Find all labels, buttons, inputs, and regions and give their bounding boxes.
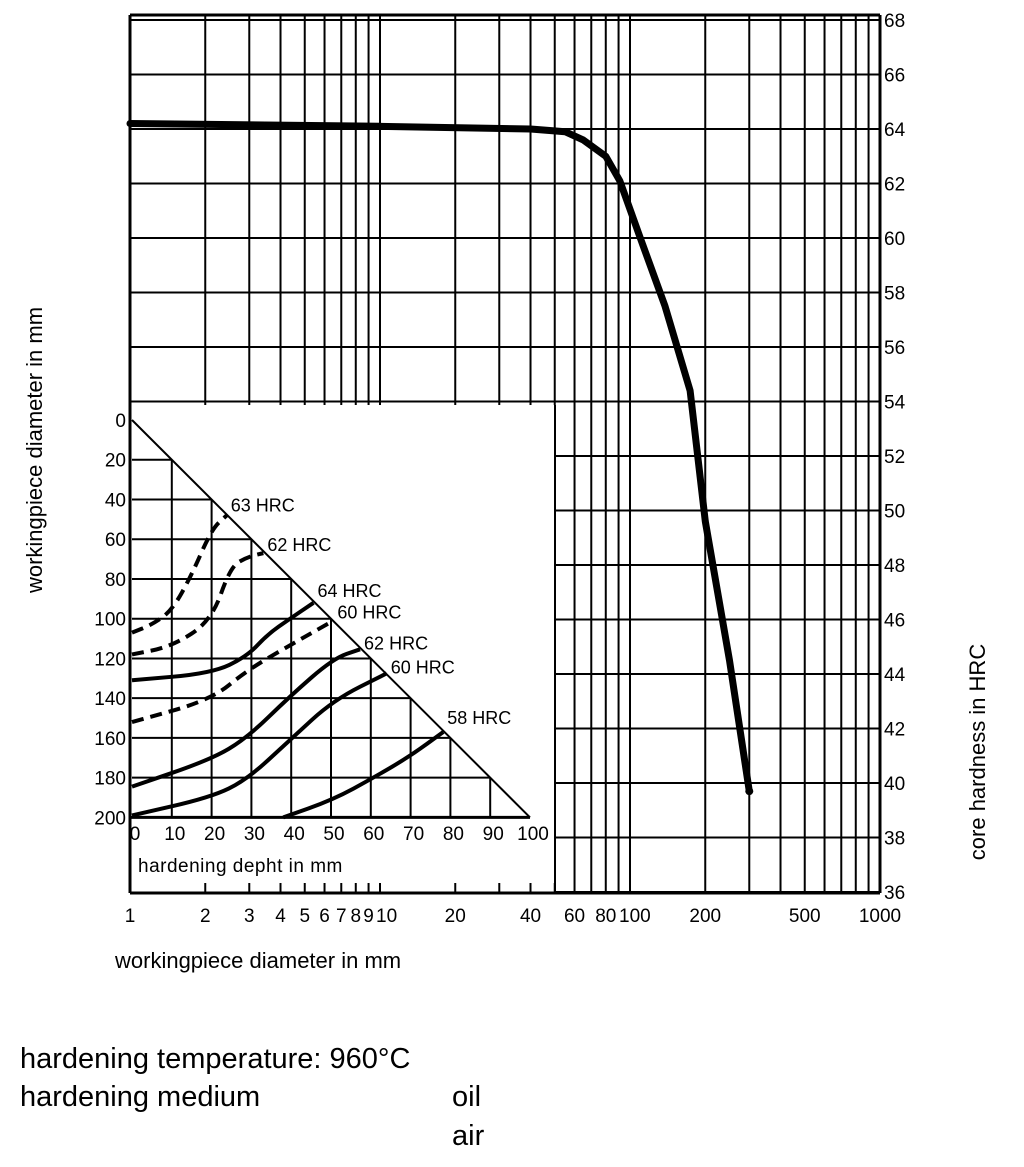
inset-y-tick-label: 0 — [115, 411, 126, 432]
inset-diagonal — [131, 419, 531, 819]
y-tick-label: 68 — [884, 11, 905, 32]
curve-label: 63 HRC — [231, 495, 295, 515]
x-tick-label: 60 — [564, 906, 585, 927]
y-tick-label: 52 — [884, 447, 905, 468]
y-tick-label: 66 — [884, 66, 905, 87]
main-x-axis-label: workingpiece diameter in mm — [115, 948, 402, 973]
inset-x-tick-label: 90 — [483, 824, 504, 845]
x-tick-label: 200 — [689, 906, 721, 927]
inset-y-tick-label: 40 — [105, 490, 126, 511]
medium-air: air — [452, 1120, 485, 1152]
x-tick-label: 10 — [376, 906, 397, 927]
inset-x-tick-label: 10 — [164, 824, 185, 845]
inset-y-tick-label: 120 — [94, 649, 126, 670]
inset-x-tick-label: 60 — [363, 824, 384, 845]
inset-x-tick-label: 80 — [443, 824, 464, 845]
curve-label: 64 HRC — [317, 581, 381, 601]
curve-label: 62 HRC — [267, 535, 331, 555]
inset-curve-62-hrc — [131, 551, 264, 657]
inset-y-tick-label: 80 — [105, 570, 126, 591]
y-tick-label: 46 — [884, 611, 905, 632]
x-tick-label: 40 — [520, 906, 541, 927]
medium-oil: oil — [452, 1081, 482, 1113]
x-tick-label: 4 — [275, 906, 286, 927]
y-tick-label: 50 — [884, 502, 905, 523]
x-tick-label: 20 — [445, 906, 466, 927]
inset-y-tick-label: 60 — [105, 530, 126, 551]
y-tick-label: 58 — [884, 284, 905, 305]
inset-x-tick-label: 20 — [204, 824, 225, 845]
y-tick-label: 60 — [884, 229, 905, 250]
x-tick-label: 2 — [200, 906, 211, 927]
x-tick-label: 500 — [789, 906, 821, 927]
x-tick-label: 5 — [299, 906, 310, 927]
inset-y-tick-label: 140 — [94, 689, 126, 710]
curve-label: 58 HRC — [447, 708, 511, 728]
x-tick-label: 80 — [595, 906, 616, 927]
inset-x-axis-label: hardening depht in mm — [138, 856, 343, 877]
inset-x-tick-label: 0 — [130, 824, 141, 845]
inset-curve-60-hrc — [131, 618, 335, 724]
y-tick-label: 42 — [884, 720, 905, 741]
x-tick-label: 1000 — [859, 906, 901, 927]
y-tick-label: 56 — [884, 338, 905, 359]
x-tick-label: 7 — [336, 906, 347, 927]
main-y-axis-label: workingpiece diameter in mm — [22, 306, 47, 594]
x-tick-label: 3 — [244, 906, 255, 927]
x-tick-label: 9 — [363, 906, 374, 927]
x-tick-label: 100 — [619, 906, 651, 927]
core-hardness-curve — [126, 120, 753, 795]
curve-label: 62 HRC — [364, 633, 428, 653]
inset-x-tick-label: 70 — [403, 824, 424, 845]
inset-x-tick-label: 50 — [323, 824, 344, 845]
x-tick-label: 8 — [350, 906, 361, 927]
inset-y-tick-label: 180 — [94, 769, 126, 790]
x-tick-label: 1 — [125, 906, 136, 927]
inset-x-tick-label: 30 — [244, 824, 265, 845]
hardening-temperature: hardening temperature: 960°C — [20, 1043, 411, 1075]
inset-curve-60-hrc — [131, 671, 388, 818]
inset-x-tick-label: 40 — [284, 824, 305, 845]
inset-y-tick-label: 100 — [94, 610, 126, 631]
y-tick-label: 48 — [884, 556, 905, 577]
y-tick-label: 64 — [884, 120, 906, 141]
curve-label: 60 HRC — [391, 657, 455, 677]
inset-y-tick-label: 200 — [94, 808, 126, 829]
y-tick-label: 54 — [884, 393, 906, 414]
y-tick-label: 38 — [884, 829, 905, 850]
y-tick-label: 62 — [884, 175, 905, 196]
y-tick-label: 44 — [884, 665, 906, 686]
y-tick-label: 40 — [884, 774, 905, 795]
hardening-medium-label: hardening medium — [20, 1081, 261, 1113]
curve-label: 60 HRC — [337, 603, 401, 623]
inset-y-tick-label: 160 — [94, 729, 126, 750]
x-tick-label: 6 — [319, 906, 330, 927]
inset-curve-64-hrc — [131, 601, 315, 683]
inset-curve-58-hrc — [282, 730, 445, 820]
inset-curve-62-hrc — [131, 647, 361, 789]
y-tick-label: 36 — [884, 883, 905, 904]
curve-end-point — [745, 787, 754, 796]
right-y-axis-label: core hardness in HRC — [965, 643, 990, 861]
inset-x-tick-label: 100 — [517, 824, 549, 845]
inset-curve-63-hrc — [131, 513, 229, 635]
inset-y-tick-label: 20 — [105, 451, 126, 472]
